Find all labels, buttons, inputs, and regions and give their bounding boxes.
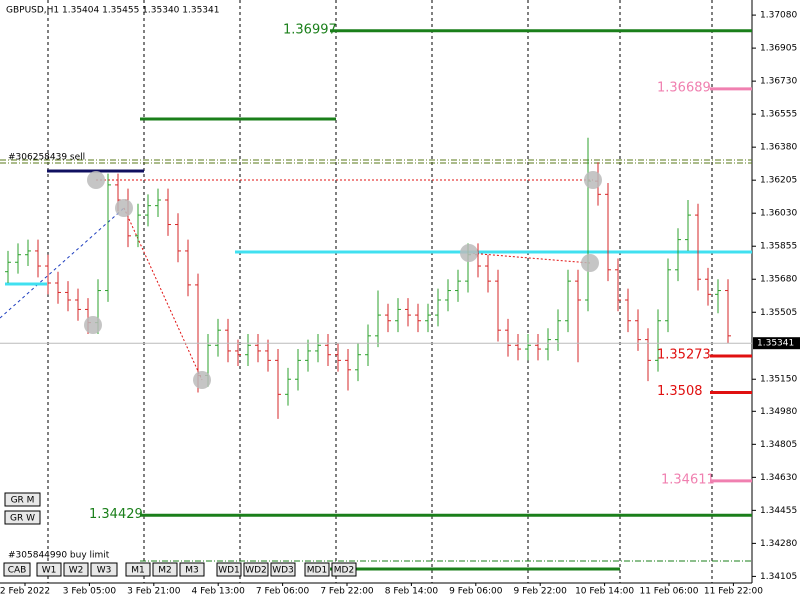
trade-lines xyxy=(0,117,752,571)
button[interactable] xyxy=(90,562,118,577)
button[interactable] xyxy=(125,562,151,577)
y-tick-label: 1.35680 xyxy=(760,275,797,285)
button[interactable] xyxy=(243,562,269,577)
y-tick-label: 1.35855 xyxy=(760,242,797,252)
x-tick-label: 7 Feb 06:00 xyxy=(256,587,310,597)
trade-marker xyxy=(581,254,599,272)
level-label: 1.36997 xyxy=(283,22,337,37)
y-tick-label: 1.37080 xyxy=(760,11,797,21)
button-label[interactable]: MD2 xyxy=(334,566,354,576)
button[interactable] xyxy=(270,562,296,577)
level-label: 1.34429 xyxy=(89,507,143,522)
symbol-header: GBPUSD,H1 1.35404 1.35455 1.35340 1.3534… xyxy=(6,6,219,16)
trade-marker xyxy=(87,171,105,189)
y-tick-label: 1.36905 xyxy=(760,44,797,54)
current-price-label: 1.35341 xyxy=(757,339,794,349)
level-label: 1.3508 xyxy=(657,384,703,399)
y-tick-label: 1.36730 xyxy=(760,77,797,87)
button[interactable] xyxy=(36,562,62,577)
current-price-box xyxy=(753,337,800,350)
order-label: #305844990 buy limit xyxy=(8,551,110,561)
button[interactable] xyxy=(331,562,357,577)
price-bars xyxy=(5,137,731,419)
y-tick-label: 1.34980 xyxy=(760,407,797,417)
x-tick-label: 4 Feb 13:00 xyxy=(192,587,246,597)
level-label: 1.35273 xyxy=(657,348,711,363)
button-label[interactable]: WD3 xyxy=(272,566,294,576)
trade-marker xyxy=(460,244,478,262)
trade-marker xyxy=(193,371,211,389)
x-tick-label: 3 Feb 05:00 xyxy=(63,587,117,597)
level-label: 1.36689 xyxy=(657,80,711,95)
x-tick-label: 3 Feb 21:00 xyxy=(127,587,181,597)
button[interactable] xyxy=(216,562,242,577)
x-tick-label: 9 Feb 22:00 xyxy=(514,587,568,597)
x-tick-label: 7 Feb 22:00 xyxy=(320,587,374,597)
y-tick-label: 1.36205 xyxy=(760,176,797,186)
button-label[interactable]: W3 xyxy=(97,566,112,576)
trade-line xyxy=(123,207,203,381)
button-label[interactable]: MD1 xyxy=(307,566,327,576)
x-tick-label: 11 Feb 06:00 xyxy=(639,587,698,597)
button-label[interactable]: W2 xyxy=(69,566,84,576)
separators xyxy=(47,0,713,583)
button-label[interactable]: CAB xyxy=(8,566,27,576)
level-label: 1.34611 xyxy=(661,472,715,487)
button-label[interactable]: M2 xyxy=(158,566,172,576)
button-label[interactable]: W1 xyxy=(42,566,57,576)
button[interactable] xyxy=(63,562,89,577)
y-tick-label: 1.35505 xyxy=(760,308,797,318)
y-tick-label: 1.36555 xyxy=(760,110,797,120)
x-tick-label: 9 Feb 06:00 xyxy=(449,587,503,597)
button-label[interactable]: WD1 xyxy=(218,566,240,576)
trade-marker xyxy=(84,316,102,334)
trade-marker xyxy=(584,171,602,189)
button-label[interactable]: WD2 xyxy=(245,566,267,576)
button[interactable] xyxy=(3,562,31,577)
y-tick-label: 1.34455 xyxy=(760,506,797,516)
x-tick-label: 11 Feb 22:00 xyxy=(704,587,763,597)
y-tick-label: 1.35150 xyxy=(760,375,797,385)
button-label[interactable]: GR W xyxy=(10,514,35,524)
button-label[interactable]: GR M xyxy=(11,496,35,506)
button-label[interactable]: M3 xyxy=(185,566,199,576)
y-tick-label: 1.34105 xyxy=(760,572,797,582)
button[interactable] xyxy=(304,562,330,577)
order-label: #306258439 sell xyxy=(8,153,85,163)
y-tick-label: 1.34280 xyxy=(760,539,797,549)
trade-marker xyxy=(115,199,133,217)
y-tick-label: 1.34630 xyxy=(760,473,797,483)
y-tick-label: 1.36380 xyxy=(760,143,797,153)
button[interactable] xyxy=(152,562,178,577)
trade-line xyxy=(468,252,591,264)
button-label[interactable]: M1 xyxy=(131,566,145,576)
button[interactable] xyxy=(4,492,41,507)
trade-line xyxy=(0,207,125,319)
x-tick-label: 2 Feb 2022 xyxy=(0,587,50,597)
y-tick-label: 1.36030 xyxy=(760,209,797,219)
trade-markers xyxy=(84,171,602,389)
y-tick-label: 1.34805 xyxy=(760,440,797,450)
x-tick-label: 10 Feb 14:00 xyxy=(575,587,634,597)
button[interactable] xyxy=(4,510,41,525)
button[interactable] xyxy=(179,562,205,577)
x-tick-label: 8 Feb 14:00 xyxy=(385,587,439,597)
